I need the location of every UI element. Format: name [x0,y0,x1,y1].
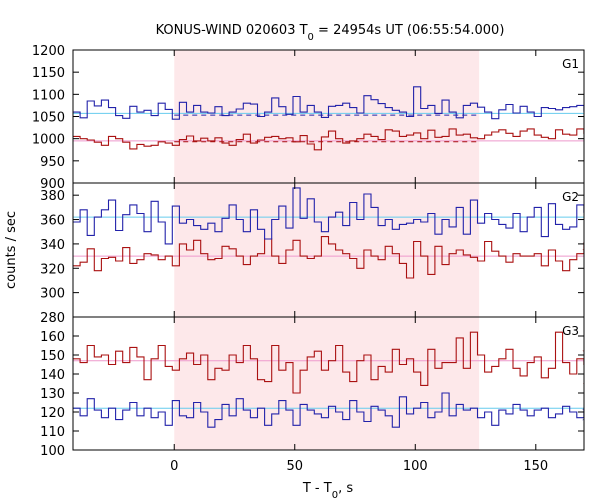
x-tick-label: 100 [403,459,428,474]
y-tick-label: 900 [40,177,65,192]
series-red-step [73,331,584,394]
y-tick-label: 1100 [32,88,65,103]
y-tick-label: 280 [40,311,65,326]
trigger-interval-highlight [174,50,480,450]
panel-g2 [73,187,584,279]
highlight-band [174,50,480,450]
y-tick-label: 130 [40,387,65,402]
y-tick-label: 120 [40,406,65,421]
panel-frame [72,316,585,451]
panels [73,86,584,428]
y-tick-label: 110 [40,425,65,440]
y-tick-label: 1000 [32,133,65,148]
series-red-step [73,124,584,151]
y-tick-label: 150 [40,349,65,364]
panel-label: G1 [562,57,579,71]
series-red-step [73,236,584,279]
panel-g1 [73,86,584,151]
chart-title: KONUS-WIND 020603 T0 = 24954s UT (06:55:… [156,23,505,43]
panel-label: G3 [562,324,579,338]
x-tick-label: 150 [523,459,548,474]
axis-ticks: 9009501000105011001150120028030032034036… [32,44,584,474]
series-blue-step [73,86,584,122]
y-tick-label: 140 [40,368,65,383]
y-tick-label: 380 [40,189,65,204]
y-tick-label: 360 [40,214,65,229]
y-axis-title: counts / sec [4,211,19,289]
panel-label: G2 [562,190,579,204]
y-tick-label: 340 [40,238,65,253]
panel-g3 [73,331,584,428]
y-tick-label: 100 [40,444,65,459]
y-tick-label: 1050 [32,111,65,126]
y-tick-label: 1150 [32,66,65,81]
x-axis-title: T - T0, s [302,481,353,500]
x-tick-label: 50 [286,459,303,474]
y-tick-label: 300 [40,287,65,302]
y-tick-label: 950 [40,155,65,170]
series-blue-step [73,392,584,428]
series-blue-step [73,187,584,245]
x-tick-label: 0 [170,459,178,474]
y-tick-label: 1200 [32,44,65,59]
y-tick-label: 160 [40,330,65,345]
y-tick-label: 320 [40,262,65,277]
